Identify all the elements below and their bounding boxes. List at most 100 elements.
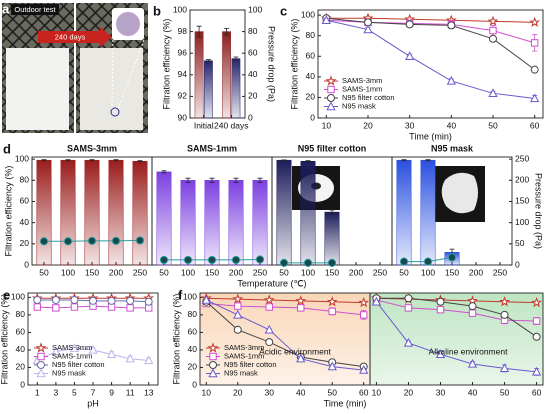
y-tick-label: 80	[306, 30, 316, 40]
marker	[70, 303, 79, 311]
marker	[529, 16, 541, 27]
x-tick-label: 250	[493, 267, 507, 277]
subplot-title: N95 mask	[431, 143, 474, 153]
x-tick-label: 60	[530, 120, 540, 130]
y-tick-label: 40	[306, 71, 316, 81]
y2-tick-label: 250	[515, 153, 529, 163]
x-axis-label: Temperature (℃)	[237, 278, 306, 288]
x-tick-label: 150	[85, 267, 99, 277]
y-tick-label: 40	[20, 217, 30, 227]
marker	[232, 293, 244, 304]
marker	[327, 361, 337, 371]
marker	[255, 255, 265, 264]
bar	[420, 159, 436, 266]
bar	[156, 171, 172, 266]
marker	[371, 296, 382, 306]
bar	[252, 180, 268, 266]
bar	[228, 180, 244, 266]
arrow-label: 240 days	[55, 32, 86, 41]
bar	[84, 159, 100, 266]
legend-label: SAMS-3mm	[342, 76, 382, 85]
marker	[530, 93, 540, 103]
x-tick-label: 9	[109, 387, 114, 397]
x-tick-label: 50	[39, 267, 49, 277]
marker	[532, 317, 541, 325]
legend-marker	[327, 85, 335, 94]
y2-tick-label: 60	[248, 47, 258, 57]
marker	[279, 258, 289, 267]
x-tick-label: 20	[233, 387, 243, 397]
error-bar	[233, 56, 239, 61]
series-line	[326, 19, 535, 44]
marker	[296, 353, 306, 363]
series-line	[206, 297, 364, 304]
x-tick-label: 250	[373, 267, 387, 277]
marker	[405, 51, 415, 60]
marker	[135, 236, 145, 245]
marker	[531, 296, 543, 308]
bar	[60, 159, 76, 266]
legend-label: N95 filter cotton	[342, 93, 395, 102]
x-tick-label: 100	[61, 267, 75, 277]
marker	[144, 297, 153, 306]
plot-frame	[369, 292, 544, 386]
x-tick-label: 5	[72, 387, 77, 397]
x-tick-label: 150	[325, 267, 339, 277]
panel-letter: a	[2, 1, 10, 16]
marker	[106, 349, 117, 359]
bar	[324, 211, 340, 266]
legend-marker	[35, 342, 47, 353]
marker	[144, 355, 154, 365]
marker	[500, 310, 509, 319]
x-tick-label: 60	[359, 387, 369, 397]
y-tick-label: 20	[188, 362, 198, 372]
subplot-title: SAMS-3mm	[67, 143, 117, 153]
marker	[263, 294, 275, 305]
x-tick-label: 50	[500, 387, 510, 397]
marker	[207, 255, 217, 265]
error-bar	[425, 159, 431, 162]
marker	[303, 258, 313, 267]
bar	[276, 159, 292, 266]
marker	[183, 255, 193, 265]
y-tick-label: 100	[301, 9, 315, 19]
marker	[446, 75, 456, 85]
arrow	[38, 27, 112, 47]
x-tick-label: 30	[265, 387, 275, 397]
legend-label: N95 mask	[52, 368, 86, 377]
error-bar	[401, 159, 407, 162]
marker	[297, 304, 305, 312]
bar	[194, 31, 204, 119]
y-tick-label: 80	[188, 309, 198, 319]
series-line	[376, 297, 537, 304]
x-tick-label: 200	[229, 267, 243, 277]
plot-background	[200, 293, 370, 385]
annotation: Alkaline environment	[429, 346, 509, 356]
marker	[530, 65, 539, 74]
series-line	[326, 19, 535, 99]
marker	[404, 294, 413, 303]
marker	[499, 363, 510, 373]
marker	[33, 296, 42, 305]
legend-label: SAMS-3mm	[224, 343, 264, 352]
photo-panel: 240 days Outdoor test a	[2, 1, 148, 133]
subplot-title: SAMS-1mm	[187, 143, 237, 153]
x-tick-label: 200	[109, 267, 123, 277]
marker	[468, 302, 477, 311]
panel-letter: e	[3, 287, 10, 302]
legend-marker	[327, 94, 335, 102]
legend-label: SAMS-1mm	[224, 351, 264, 360]
y-tick-label: 0	[310, 112, 315, 122]
marker	[233, 309, 243, 319]
y2-tick-label: 0	[248, 112, 253, 122]
bar	[36, 159, 52, 266]
x-tick-label: 100	[301, 267, 315, 277]
marker	[447, 21, 456, 30]
y-axis-label: Filtration efficiency (%)	[161, 19, 171, 110]
series-line	[205, 301, 364, 368]
marker	[532, 332, 541, 341]
marker	[159, 255, 169, 265]
series-line	[206, 303, 364, 316]
marker	[487, 15, 499, 26]
